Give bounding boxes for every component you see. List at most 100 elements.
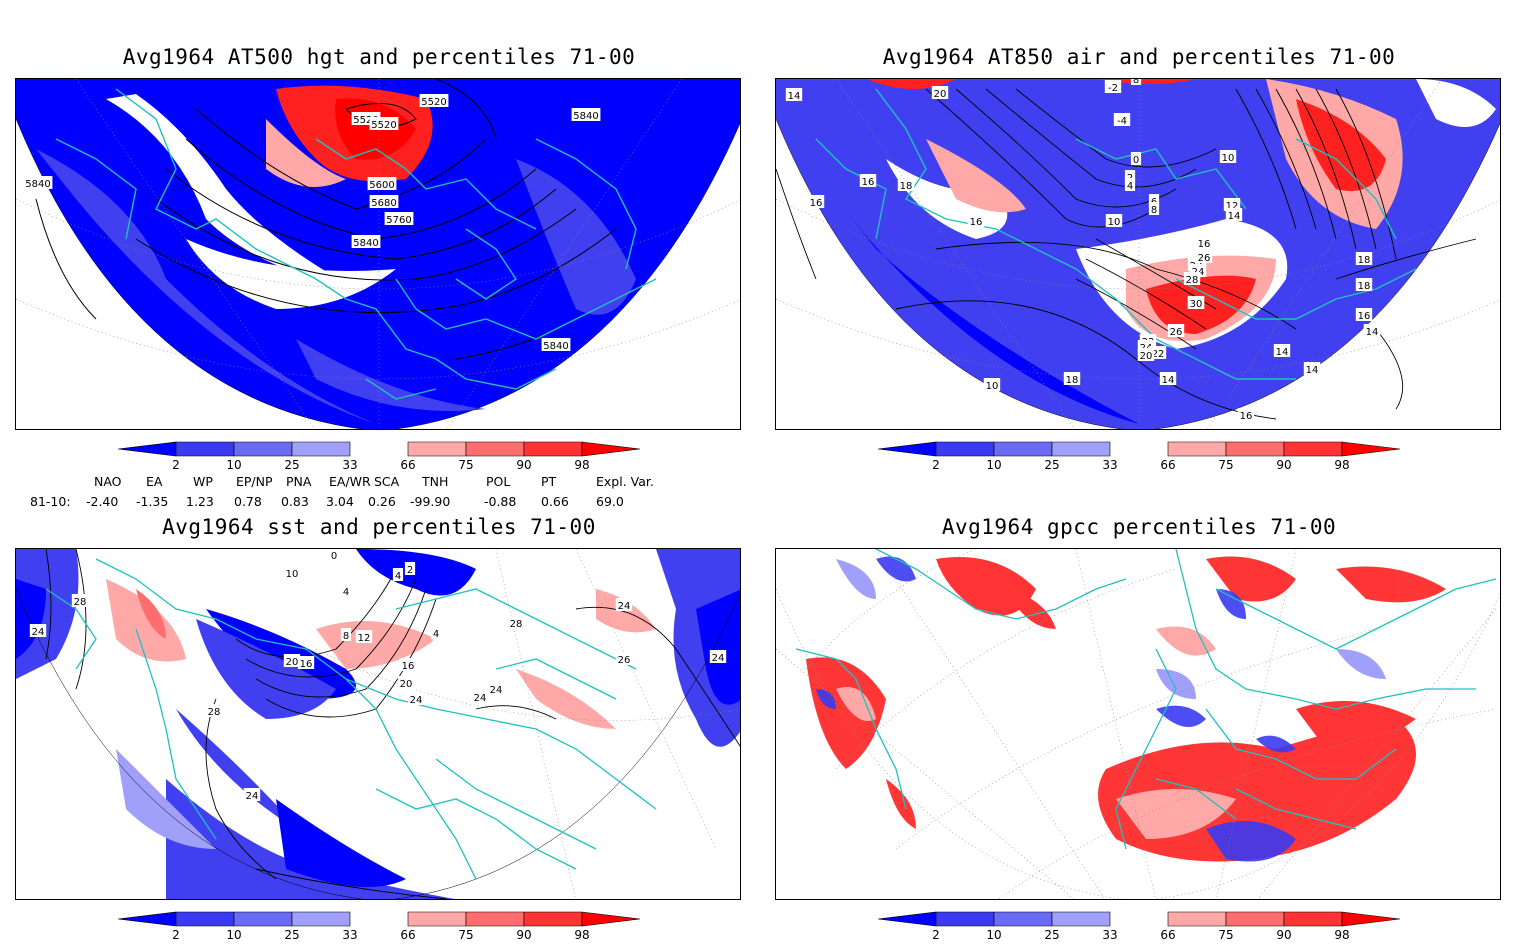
svg-text:4: 4 <box>433 629 439 640</box>
svg-text:-4: -4 <box>1117 116 1127 127</box>
svg-text:8: 8 <box>343 631 349 642</box>
colorbar-tick-label: 25 <box>1044 458 1060 472</box>
contour-label: 28 <box>71 594 89 608</box>
contour-label: 14 <box>1225 208 1243 222</box>
index-value: 1.23 <box>186 494 214 509</box>
svg-text:24: 24 <box>32 627 45 638</box>
contour-label: 24 <box>709 650 727 664</box>
colorbar-segment <box>1283 441 1343 457</box>
colorbar-tick-label: 90 <box>516 928 532 942</box>
svg-text:14: 14 <box>1162 375 1175 386</box>
svg-text:8: 8 <box>1151 205 1157 216</box>
colorbar-tick-label: 33 <box>342 458 358 472</box>
panel-2-title: Avg1964 AT850 air and percentiles 71-00 <box>882 45 1396 69</box>
index-header: NAO <box>94 474 122 489</box>
contour-label: 24 <box>471 690 489 704</box>
colorbar-tick-label: 25 <box>1044 928 1060 942</box>
contour-label: 5840 <box>571 108 601 122</box>
colorbar-segment <box>1283 911 1343 927</box>
contour-label: 24 <box>615 598 633 612</box>
svg-text:26: 26 <box>1198 253 1211 264</box>
contour-label: 10 <box>1219 150 1237 164</box>
svg-text:-2: -2 <box>1108 83 1118 94</box>
colorbar-tick-label: 33 <box>1102 458 1118 472</box>
colorbar-segment <box>233 911 293 927</box>
index-row-label: 81-10: <box>30 494 71 509</box>
contour-label: 16 <box>297 656 315 670</box>
index-value: -1.35 <box>136 494 169 509</box>
colorbar-tick-label: 66 <box>400 928 416 942</box>
colorbar-segment <box>878 911 937 927</box>
svg-text:26: 26 <box>1170 327 1183 338</box>
svg-text:10: 10 <box>286 569 299 580</box>
colorbar-tick-label: 2 <box>172 458 180 472</box>
contour-label: 16 <box>1355 308 1373 322</box>
colorbar-tick-label: 10 <box>986 458 1002 472</box>
panel-3-title: Avg1964 sst and percentiles 71-00 <box>162 515 596 539</box>
contour-label: 10 <box>283 566 301 580</box>
colorbar-segment <box>993 441 1053 457</box>
map-panel-1: 5520 5520 5520 5840 5840 5600 5680 5760 5840 5840 <box>15 78 741 430</box>
svg-text:28: 28 <box>510 619 523 630</box>
contour-label: 20 <box>1137 348 1155 362</box>
contour-label: 18 <box>897 178 915 192</box>
panel-1-title: Avg1964 AT500 hgt and percentiles 71-00 <box>122 45 636 69</box>
index-header: Expl. Var. <box>596 474 654 489</box>
contour-label: 4 <box>340 584 352 598</box>
map-panel-4 <box>775 548 1501 900</box>
contour-label: -4 <box>1113 113 1131 127</box>
svg-text:8: 8 <box>1133 79 1139 86</box>
contour-label: 28 <box>507 616 525 630</box>
panel-4-title: Avg1964 gpcc percentiles 71-00 <box>941 515 1337 539</box>
contour-label: -2 <box>1104 80 1122 94</box>
svg-text:28: 28 <box>74 597 87 608</box>
svg-text:24: 24 <box>474 693 487 704</box>
colorbar-4-svg <box>878 911 1401 927</box>
index-header: EA <box>146 474 163 489</box>
contour-label: 4 <box>430 626 442 640</box>
contour-label: 2 <box>404 562 416 576</box>
svg-text:2: 2 <box>407 565 413 576</box>
contour-label: 8 <box>1148 202 1160 216</box>
contour-label: 0 <box>328 549 340 562</box>
contour-label: 5520 <box>369 117 399 131</box>
colorbar-segment <box>1225 911 1285 927</box>
colorbar-segment <box>878 441 937 457</box>
contour-label: 14 <box>1159 372 1177 386</box>
colorbar-segment <box>1341 441 1401 457</box>
contour-label: 5840 <box>351 235 381 249</box>
index-value: 0.83 <box>281 494 309 509</box>
colorbar-segment <box>523 911 583 927</box>
svg-text:12: 12 <box>1226 201 1239 212</box>
colorbar-segment <box>935 911 995 927</box>
svg-text:0: 0 <box>331 551 337 562</box>
colorbar-segment <box>581 911 641 927</box>
colorbar-tick-label: 90 <box>1276 458 1292 472</box>
map-panel-2: 1420-28-40246810161816161012141620222428… <box>775 78 1501 430</box>
svg-text:5520: 5520 <box>421 97 446 108</box>
contour-label: 26 <box>615 652 633 666</box>
colorbar-segment <box>1167 441 1227 457</box>
contour-label: 5520 <box>419 94 449 108</box>
colorbar-segment <box>1051 911 1111 927</box>
colorbar-tick-label: 10 <box>986 928 1002 942</box>
colorbar-segment <box>1341 911 1401 927</box>
svg-text:5840: 5840 <box>353 238 378 249</box>
contour-label: 12 <box>1223 198 1241 212</box>
colorbar-segment <box>407 911 467 927</box>
contour-label: 5840 <box>541 338 571 352</box>
colorbar-segment <box>118 441 177 457</box>
svg-text:20: 20 <box>1140 351 1153 362</box>
colorbar-segment <box>233 441 293 457</box>
svg-text:16: 16 <box>862 177 875 188</box>
svg-text:16: 16 <box>1198 239 1211 250</box>
colorbar-segment <box>175 441 235 457</box>
svg-text:5840: 5840 <box>573 111 598 122</box>
contour-label: 18 <box>1355 278 1373 292</box>
svg-text:14: 14 <box>1276 347 1289 358</box>
svg-text:10: 10 <box>1108 217 1121 228</box>
contour-label: 0 <box>1130 152 1142 166</box>
svg-text:24: 24 <box>618 601 631 612</box>
